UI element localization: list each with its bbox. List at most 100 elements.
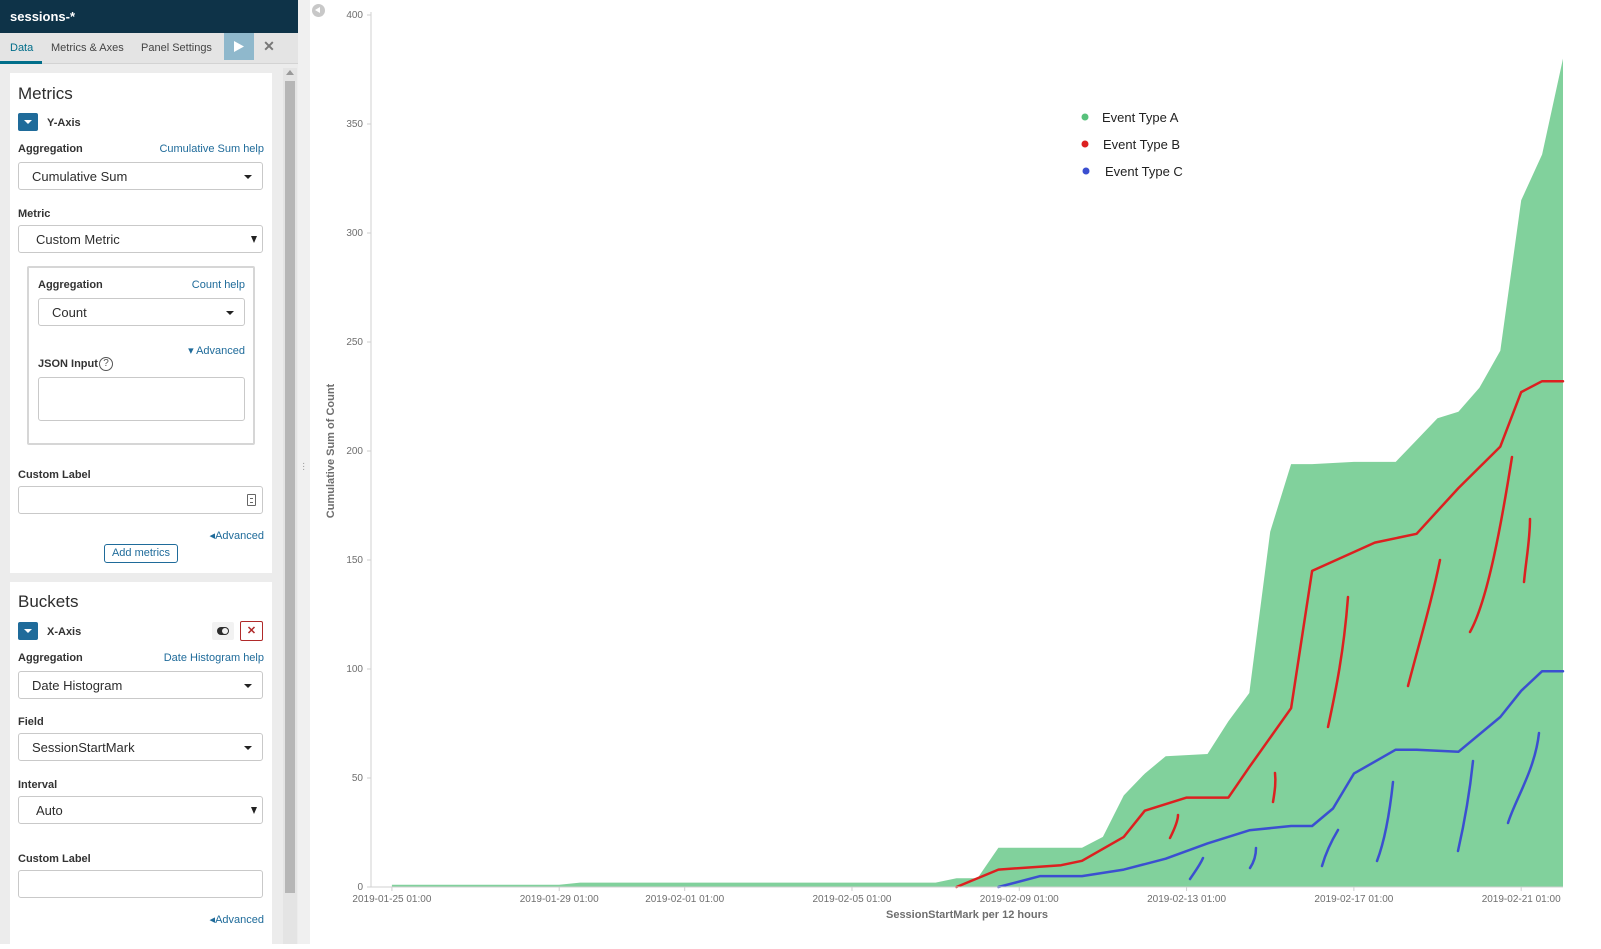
data-point <box>1247 691 1251 695</box>
legend-marker <box>1081 140 1089 148</box>
x-tick-label: 2019-01-29 01:00 <box>520 894 599 905</box>
y-aggregation-select[interactable]: Cumulative Sum <box>18 162 263 190</box>
interval-select[interactable]: Auto <box>18 796 263 824</box>
data-point <box>996 846 1000 850</box>
tab-data[interactable]: Data <box>10 42 34 54</box>
legend-marker <box>1082 167 1090 175</box>
buckets-section: Buckets X-Axis ✕ Aggregation Date Histog… <box>10 582 272 944</box>
x-axis-collapse-toggle[interactable] <box>18 622 38 640</box>
data-point <box>1561 379 1565 383</box>
scrollbar-thumb[interactable] <box>285 81 295 893</box>
sub-advanced-toggle[interactable]: ▾ Advanced <box>188 345 245 357</box>
data-point <box>1226 796 1230 800</box>
data-point <box>1164 857 1168 861</box>
editor-sidebar: sessions-* Data Metrics & Axes Panel Set… <box>0 0 298 944</box>
data-point <box>557 883 561 887</box>
data-point <box>1289 824 1293 828</box>
aggregation-label: Aggregation <box>18 143 83 155</box>
data-point <box>1373 541 1377 545</box>
x-axis-title: SessionStartMark per 12 hours <box>886 909 1048 921</box>
data-point <box>934 881 938 885</box>
data-point <box>1352 460 1356 464</box>
tab-panel-settings[interactable]: Panel Settings <box>141 42 212 54</box>
close-icon: ✕ <box>246 625 257 637</box>
y-advanced-toggle[interactable]: ◂Advanced <box>209 530 264 542</box>
caret-down-icon <box>244 684 252 688</box>
data-point <box>1101 835 1105 839</box>
data-point <box>1561 57 1565 61</box>
data-point <box>390 883 394 887</box>
data-point <box>1080 846 1084 850</box>
y-axis-title: Cumulative Sum of Count <box>325 383 337 518</box>
hand-drawn-stroke <box>1456 759 1475 853</box>
chart-series <box>390 57 1565 889</box>
data-point <box>1519 689 1523 693</box>
y-tick-label: 350 <box>346 119 363 130</box>
x-axis-enable-toggle[interactable] <box>212 622 234 640</box>
x-aggregation-label: Aggregation <box>18 652 83 664</box>
collapse-sidebar-icon[interactable] <box>312 4 325 17</box>
data-point <box>1477 386 1481 390</box>
hand-drawn-stroke <box>1468 455 1514 634</box>
y-custom-label-input[interactable] <box>18 486 263 514</box>
area-chart: 0 50 100 150 200 250 300 350 400 2019-01-25 01:0… <box>325 10 1565 921</box>
y-axis-collapse-toggle[interactable] <box>18 113 38 131</box>
series-area-event-type-a <box>391 58 1563 888</box>
add-metrics-button[interactable]: Add metrics <box>104 544 178 563</box>
data-point <box>1122 868 1126 872</box>
cumulative-sum-help-link[interactable]: Cumulative Sum help <box>159 143 264 155</box>
custom-metric-box: Aggregation Count help Count ▾ Advanced … <box>27 266 255 445</box>
drag-handle-icon: · · · <box>302 458 306 475</box>
x-tick-label: 2019-02-01 01:00 <box>645 894 724 905</box>
field-select[interactable]: SessionStartMark <box>18 733 263 761</box>
data-point <box>1436 416 1440 420</box>
metric-select[interactable]: Custom Metric <box>18 225 263 253</box>
series-line-event-type-c <box>997 669 1565 889</box>
data-point <box>1394 460 1398 464</box>
apply-changes-button[interactable] <box>224 33 254 60</box>
chart-legend: Event Type A Event Type B Event Type C <box>1081 110 1183 179</box>
help-icon[interactable]: ? <box>99 357 113 371</box>
data-point <box>1226 719 1230 723</box>
data-point <box>955 876 959 880</box>
data-point <box>1456 750 1460 754</box>
legend-label: Event Type A <box>1102 110 1179 125</box>
y-tick-label: 400 <box>346 10 363 21</box>
clipboard-icon <box>247 494 256 506</box>
sidebar-scrollbar[interactable] <box>283 68 297 944</box>
x-advanced-toggle[interactable]: ◂Advanced <box>209 914 264 926</box>
data-point <box>1456 410 1460 414</box>
count-help-link[interactable]: Count help <box>191 279 245 291</box>
data-point <box>1143 772 1147 776</box>
data-point <box>1540 153 1544 157</box>
sub-aggregation-select[interactable]: Count <box>38 298 245 326</box>
data-point <box>1038 874 1042 878</box>
data-point <box>1268 530 1272 534</box>
date-histogram-help-link[interactable]: Date Histogram help <box>163 652 264 664</box>
series-line-event-type-b <box>955 379 1565 889</box>
data-point <box>1122 793 1126 797</box>
x-custom-label-input[interactable] <box>18 870 263 898</box>
x-aggregation-select[interactable]: Date Histogram <box>18 671 263 699</box>
play-icon <box>234 41 244 52</box>
scroll-up-icon[interactable] <box>286 70 294 75</box>
data-point <box>1164 754 1168 758</box>
data-point <box>1289 706 1293 710</box>
hand-drawn-stroke <box>1326 595 1350 729</box>
discard-changes-button[interactable]: ✕ <box>258 36 280 58</box>
x-axis-label: X-Axis <box>47 626 82 638</box>
hand-drawn-stroke <box>1188 856 1205 881</box>
interval-label: Interval <box>18 779 58 791</box>
json-input-textarea[interactable] <box>38 377 245 421</box>
data-point <box>1498 715 1502 719</box>
panel-resize-handle[interactable]: · · · <box>298 0 310 944</box>
chevron-down-icon <box>24 629 32 633</box>
data-point <box>1310 462 1314 466</box>
hand-drawn-stroke <box>1248 846 1258 870</box>
chevron-down-icon <box>24 120 32 124</box>
active-tab-indicator <box>0 61 42 64</box>
remove-x-axis-button[interactable]: ✕ <box>240 621 263 641</box>
legend-marker <box>1081 113 1089 121</box>
tab-metrics-axes[interactable]: Metrics & Axes <box>51 42 124 54</box>
data-point <box>1143 809 1147 813</box>
